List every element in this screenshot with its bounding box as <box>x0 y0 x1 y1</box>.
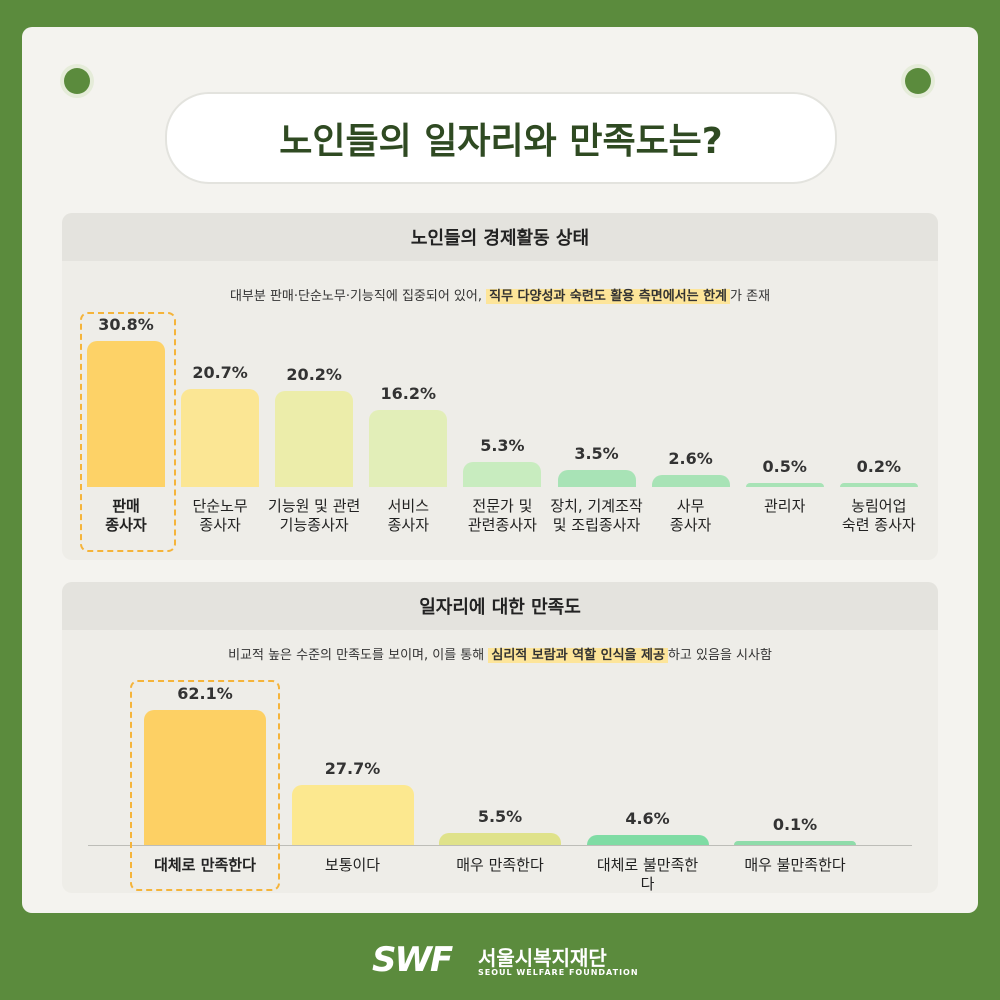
bar <box>839 483 918 487</box>
value-label: 62.1% <box>177 684 233 704</box>
value-label: 27.7% <box>324 758 381 778</box>
highlight-box <box>80 312 176 552</box>
category-label: 전문가 및 관련종사자 <box>467 497 537 534</box>
category-label: 농림어업 숙련 종사자 <box>841 497 916 534</box>
value-label: 20.7% <box>192 362 248 382</box>
value-label: 0.5% <box>762 457 807 476</box>
value-label: 3.5% <box>574 444 619 464</box>
subtitle-text: 가 존재 <box>730 289 771 304</box>
bar <box>291 784 414 845</box>
category-label: 사무 종사자 <box>669 497 712 534</box>
main-title: 노인들의 일자리와 만족도는? <box>165 92 837 184</box>
org-name: 서울시복지재단 <box>478 946 607 970</box>
baseline <box>88 845 912 846</box>
category-label: 장치, 기계조작 및 조립종사자 <box>550 497 643 534</box>
value-label: 20.2% <box>286 365 342 385</box>
subtitle-text: 비교적 높은 수준의 만족도를 보이며, 이를 통해 <box>228 648 489 663</box>
logo: SWF <box>372 940 453 980</box>
bar <box>144 710 266 845</box>
value-label: 16.2% <box>380 384 437 404</box>
bar <box>275 391 354 487</box>
bar <box>651 474 730 487</box>
category-label: 단순노무 종사자 <box>192 497 248 534</box>
chart-title: 노인들의 경제활동 상태 <box>62 213 938 261</box>
highlight-box <box>130 680 280 891</box>
category-label: 기능원 및 관련 기능종사자 <box>268 497 361 534</box>
value-label: 4.6% <box>625 809 670 829</box>
category-label: 대체로 불만족한다 <box>596 856 699 893</box>
bar <box>181 388 260 487</box>
bar <box>586 835 709 845</box>
bar <box>463 461 542 487</box>
bar <box>745 483 824 487</box>
subtitle-highlight: 심리적 보람과 역할 인식을 제공 <box>488 648 668 663</box>
bar <box>369 410 448 487</box>
value-label: 0.2% <box>856 457 901 476</box>
value-label: 0.1% <box>772 815 818 834</box>
bar <box>87 340 165 487</box>
category-label: 대체로 만족한다 <box>154 856 256 874</box>
chart-title: 일자리에 대한 만족도 <box>62 582 938 630</box>
dot <box>905 68 931 94</box>
category-label: 관리자 <box>763 497 806 515</box>
subtitle-text: 하고 있음을 시사함 <box>667 648 772 663</box>
bar <box>734 841 856 845</box>
subtitle-highlight: 직무 다양성과 숙련도 활용 측면에서는 한계 <box>486 289 731 304</box>
value-label: 5.5% <box>477 807 523 827</box>
subtitle: 대부분 판매·단순노무·기능직에 집중되어 있어, 직무 다양성과 숙련도 활용… <box>62 285 938 304</box>
dot <box>64 68 90 94</box>
value-label: 5.3% <box>480 435 525 455</box>
value-label: 2.6% <box>668 448 713 468</box>
category-label: 매우 불만족한다 <box>744 856 846 874</box>
subtitle: 비교적 높은 수준의 만족도를 보이며, 이를 통해 심리적 보람과 역할 인식… <box>62 644 938 663</box>
section: 노인들의 경제활동 상태 대부분 판매·단순노무·기능직에 집중되어 있어, 직… <box>62 213 938 560</box>
org-english: SEOUL WELFARE FOUNDATION <box>478 968 639 977</box>
category-label: 서비스 종사자 <box>387 497 429 534</box>
bar <box>557 470 636 487</box>
subtitle-text: 대부분 판매·단순노무·기능직에 집중되어 있어, <box>229 289 487 304</box>
bar <box>439 833 561 845</box>
value-label: 30.8% <box>98 314 154 334</box>
category-label: 매우 만족한다 <box>456 856 544 874</box>
category-label: 보통이다 <box>324 856 381 874</box>
category-label: 판매 종사자 <box>105 497 147 534</box>
